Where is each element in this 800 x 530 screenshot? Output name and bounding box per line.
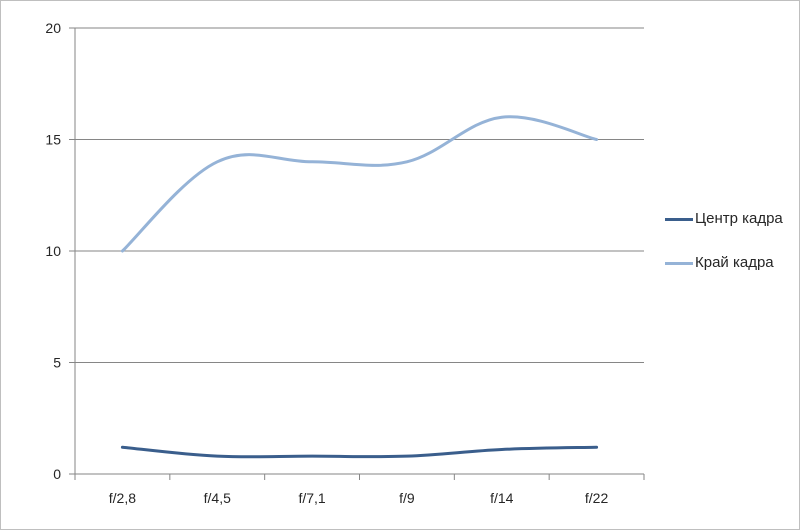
x-tick-label: f/2,8	[109, 490, 136, 506]
series-line-1	[120, 115, 599, 253]
y-axis-ticks: 0 5 10 15 20	[45, 20, 61, 482]
legend-item-center: Центр кадра	[665, 208, 795, 230]
x-tick-label: f/9	[399, 490, 415, 506]
x-tick-label: f/7,1	[298, 490, 325, 506]
gridlines	[75, 27, 644, 363]
legend-label-center: Центр кадра	[695, 210, 783, 227]
y-tick-label: 5	[53, 355, 61, 371]
legend-swatch-center	[665, 218, 693, 221]
x-tick-label: f/14	[490, 490, 514, 506]
legend-swatch-edge	[665, 262, 693, 265]
y-tick-label: 10	[45, 243, 61, 259]
legend-label-edge: Край кадра	[695, 254, 774, 271]
x-tick-label: f/4,5	[204, 490, 231, 506]
x-tick-label: f/22	[585, 490, 609, 506]
series-line-0	[120, 445, 599, 459]
y-tick-label: 0	[53, 466, 61, 482]
axes	[69, 27, 645, 480]
y-tick-label: 15	[45, 132, 61, 148]
y-tick-label: 20	[45, 20, 61, 36]
x-axis-ticks: f/2,8 f/4,5 f/7,1 f/9 f/14 f/22	[109, 490, 609, 506]
series-lines	[120, 115, 599, 459]
legend: Центр кадра Край кадра	[665, 208, 795, 296]
legend-item-edge: Край кадра	[665, 252, 795, 274]
